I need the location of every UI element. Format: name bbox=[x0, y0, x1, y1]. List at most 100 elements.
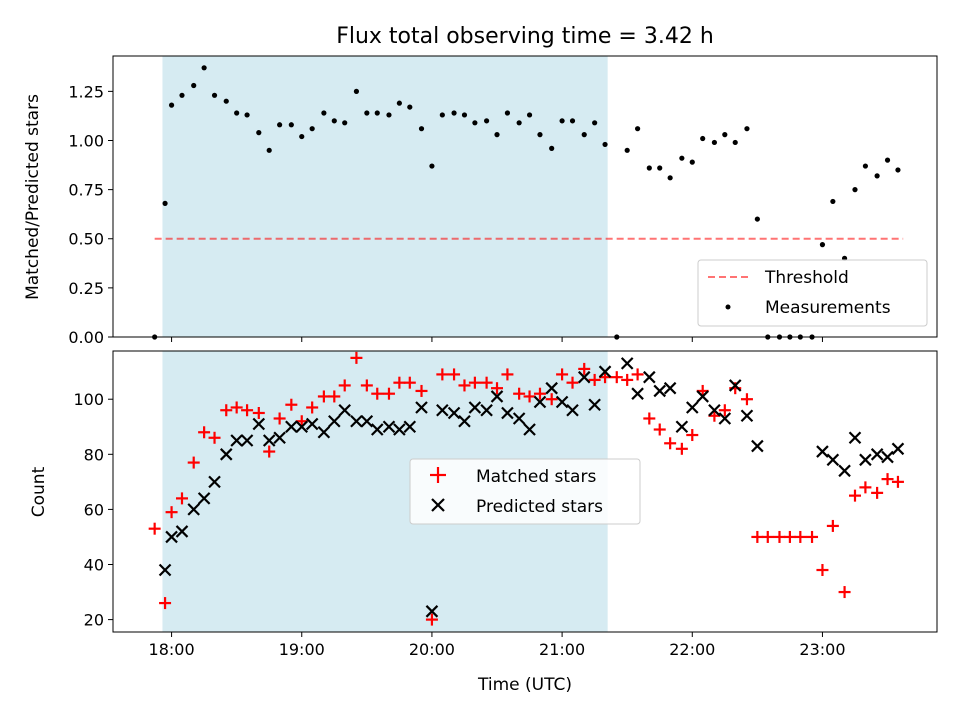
measurement-point bbox=[744, 126, 750, 132]
shaded-region bbox=[162, 56, 608, 337]
measurement-point bbox=[569, 118, 576, 124]
matched-star-point bbox=[187, 456, 200, 469]
measurement-point bbox=[624, 147, 630, 153]
predicted-star-point bbox=[501, 406, 514, 420]
measurement-point bbox=[321, 110, 327, 116]
predicted-star-point bbox=[740, 409, 754, 423]
matched-star-point bbox=[556, 368, 569, 381]
predicted-star-point bbox=[545, 381, 558, 395]
predicted-star-point bbox=[436, 403, 449, 417]
matched-star-point bbox=[491, 382, 504, 395]
matched-stars-points bbox=[148, 351, 904, 626]
matched-star-point bbox=[317, 390, 330, 403]
matched-star-point bbox=[175, 492, 188, 505]
measurement-point bbox=[201, 65, 207, 71]
predicted-star-point bbox=[350, 414, 363, 428]
predicted-star-point bbox=[816, 445, 829, 458]
predicted-star-point bbox=[881, 450, 894, 464]
predicted-star-point bbox=[175, 525, 189, 538]
measurement-point bbox=[364, 110, 370, 116]
predicted-stars-points bbox=[158, 357, 905, 618]
predicted-star-point bbox=[826, 453, 840, 467]
measurement-point bbox=[299, 133, 305, 140]
predicted-star-point bbox=[566, 403, 579, 417]
matched-star-point bbox=[448, 368, 461, 381]
y-tick-label: 80 bbox=[84, 445, 104, 464]
predicted-star-point bbox=[523, 423, 536, 436]
matched-star-point bbox=[328, 390, 341, 403]
measurement-point bbox=[396, 100, 402, 106]
count-panel: 20 40 60 80 100 18:00 19:00 20:00 21:00 22:00 23:… bbox=[29, 350, 938, 695]
predicted-star-point bbox=[295, 420, 309, 434]
matched-star-point bbox=[403, 376, 416, 389]
predicted-star-point bbox=[891, 442, 905, 456]
measurement-point bbox=[223, 98, 229, 104]
matched-star-point bbox=[740, 393, 753, 406]
predicted-star-point bbox=[165, 530, 178, 544]
predicted-star-point bbox=[598, 365, 612, 378]
predicted-star-point bbox=[696, 390, 709, 403]
legend-threshold-label: Threshold bbox=[764, 268, 849, 288]
measurement-point bbox=[244, 112, 250, 118]
predicted-star-point bbox=[415, 401, 428, 414]
predicted-star-point bbox=[338, 403, 351, 417]
legend-matched-label: Matched stars bbox=[476, 467, 596, 487]
measurement-point bbox=[592, 120, 598, 126]
matched-star-point bbox=[643, 412, 656, 425]
matched-star-point bbox=[881, 473, 894, 486]
predicted-star-point bbox=[870, 448, 884, 461]
bottom-y-axis-label: Count bbox=[29, 466, 49, 517]
matched-star-point bbox=[653, 423, 666, 436]
matched-star-point bbox=[220, 404, 233, 417]
predicted-star-point bbox=[675, 420, 689, 434]
matched-star-point bbox=[621, 373, 634, 386]
predicted-star-point bbox=[620, 357, 634, 370]
chart-title: Flux total observing time = 3.42 h bbox=[336, 24, 714, 49]
matched-star-point bbox=[458, 379, 471, 392]
matched-star-point bbox=[306, 401, 319, 414]
predicted-star-point bbox=[458, 414, 471, 428]
matched-star-point bbox=[838, 586, 851, 599]
predicted-star-point bbox=[230, 434, 243, 447]
predicted-star-point bbox=[512, 412, 526, 425]
y-tick-label: 0.50 bbox=[68, 230, 104, 249]
predicted-star-point bbox=[305, 417, 319, 431]
measurement-point bbox=[429, 163, 435, 169]
predicted-star-point bbox=[643, 370, 656, 384]
measurement-point bbox=[256, 130, 262, 136]
predicted-star-point bbox=[219, 448, 233, 461]
predicted-star-point bbox=[425, 605, 439, 618]
measurement-point bbox=[407, 104, 413, 110]
matched-star-point bbox=[566, 376, 579, 389]
measurement-point bbox=[234, 110, 240, 116]
measurement-point bbox=[483, 118, 490, 124]
measurement-point bbox=[852, 187, 858, 193]
predicted-star-point bbox=[158, 563, 172, 577]
matched-star-point bbox=[631, 368, 644, 381]
measurement-point bbox=[711, 139, 718, 146]
measurement-point bbox=[504, 110, 511, 116]
legend-matched-swatch bbox=[430, 467, 446, 483]
matched-star-point bbox=[773, 530, 786, 543]
matched-star-point bbox=[751, 530, 764, 543]
predicted-star-point bbox=[382, 420, 396, 434]
matched-star-point bbox=[159, 597, 172, 610]
measurement-point bbox=[266, 147, 272, 153]
matched-star-point bbox=[826, 519, 839, 532]
measurement-points bbox=[152, 65, 901, 340]
matched-star-point bbox=[871, 486, 884, 499]
measurement-point bbox=[635, 126, 641, 132]
measurement-point bbox=[667, 175, 673, 181]
matched-star-point bbox=[480, 376, 493, 389]
matched-star-point bbox=[816, 564, 829, 577]
matched-star-point bbox=[523, 390, 536, 403]
matched-star-point bbox=[273, 412, 286, 425]
observing-window-shade-top bbox=[162, 56, 608, 337]
matched-star-point bbox=[848, 489, 861, 502]
measurement-point bbox=[646, 165, 652, 171]
predicted-star-point bbox=[588, 398, 601, 411]
predicted-star-point bbox=[480, 403, 493, 417]
matched-star-point bbox=[350, 351, 363, 364]
measurement-point bbox=[277, 122, 283, 128]
